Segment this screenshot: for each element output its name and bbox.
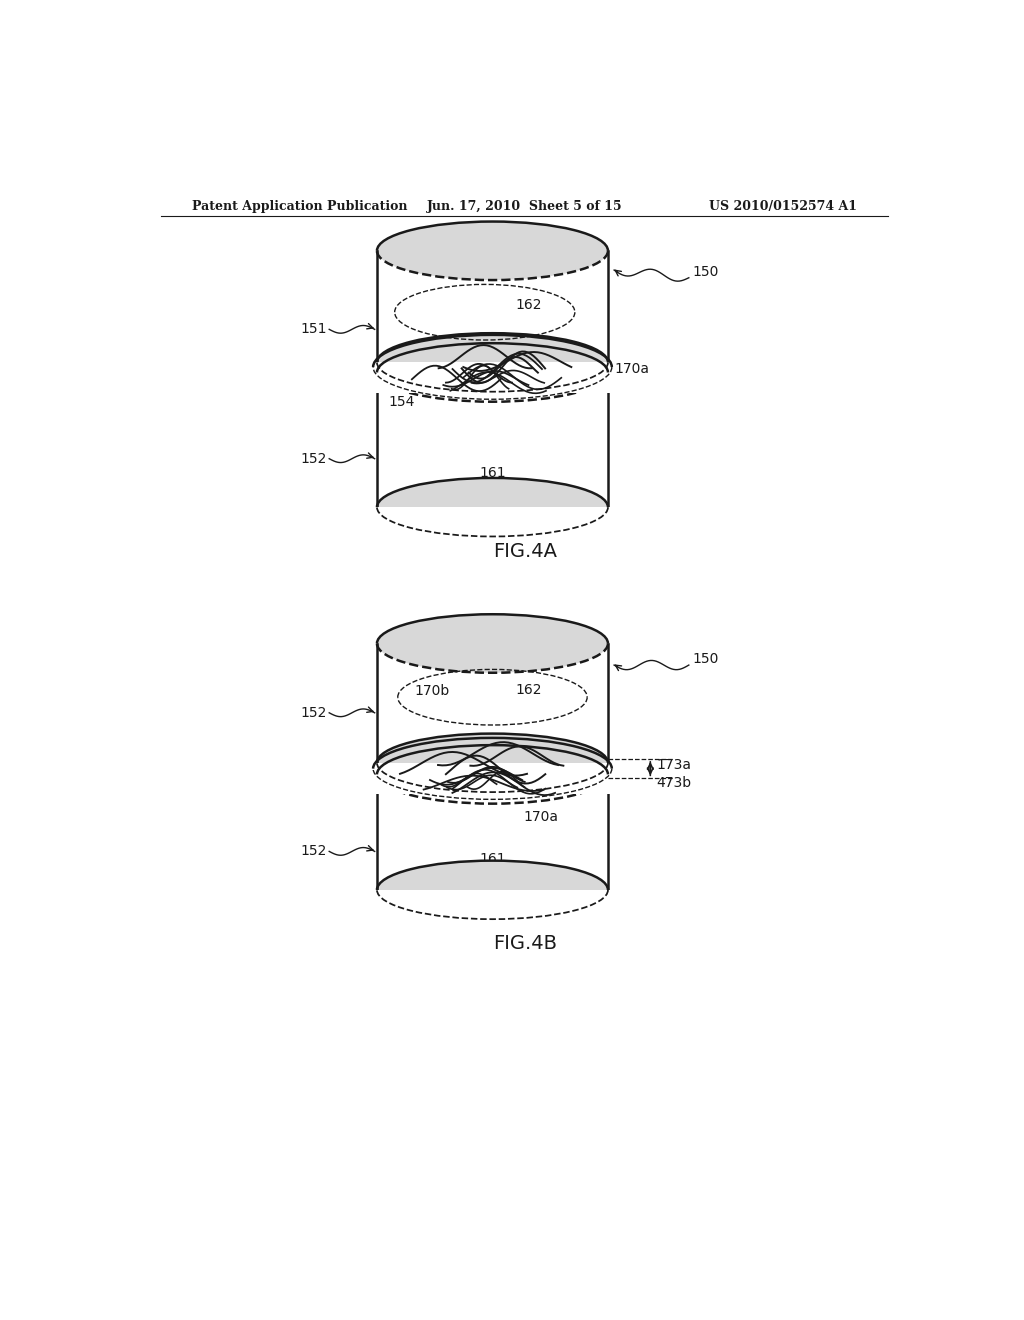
Text: 152: 152 (300, 845, 327, 858)
Polygon shape (376, 763, 609, 793)
Text: 152: 152 (300, 451, 327, 466)
Text: 162: 162 (515, 682, 542, 697)
Text: 170a: 170a (614, 362, 649, 376)
Text: 161: 161 (479, 466, 506, 479)
Text: 170b: 170b (527, 343, 562, 358)
Text: 150: 150 (692, 652, 719, 665)
Text: 150: 150 (692, 265, 719, 280)
Ellipse shape (377, 861, 608, 919)
Ellipse shape (377, 614, 608, 673)
Text: 170a: 170a (523, 809, 558, 824)
Text: FIG.4A: FIG.4A (493, 541, 557, 561)
Polygon shape (377, 372, 608, 507)
Text: 162: 162 (515, 297, 542, 312)
Ellipse shape (377, 222, 608, 280)
Text: 473b: 473b (656, 776, 691, 789)
Text: Patent Application Publication: Patent Application Publication (193, 199, 408, 213)
Polygon shape (376, 890, 609, 921)
Text: 173a: 173a (656, 758, 691, 772)
Text: 170b: 170b (415, 684, 451, 698)
Text: 154: 154 (388, 395, 415, 409)
Polygon shape (376, 363, 609, 393)
Ellipse shape (377, 333, 608, 392)
Polygon shape (376, 507, 609, 539)
Text: 161: 161 (479, 853, 506, 866)
Ellipse shape (377, 734, 608, 792)
Ellipse shape (377, 478, 608, 536)
Text: US 2010/0152574 A1: US 2010/0152574 A1 (710, 199, 857, 213)
Polygon shape (377, 644, 608, 763)
Polygon shape (377, 775, 608, 890)
Text: 152: 152 (300, 706, 327, 719)
Text: 151: 151 (300, 322, 327, 337)
Text: FIG.4B: FIG.4B (493, 935, 557, 953)
Polygon shape (377, 251, 608, 363)
Text: Jun. 17, 2010  Sheet 5 of 15: Jun. 17, 2010 Sheet 5 of 15 (427, 199, 623, 213)
